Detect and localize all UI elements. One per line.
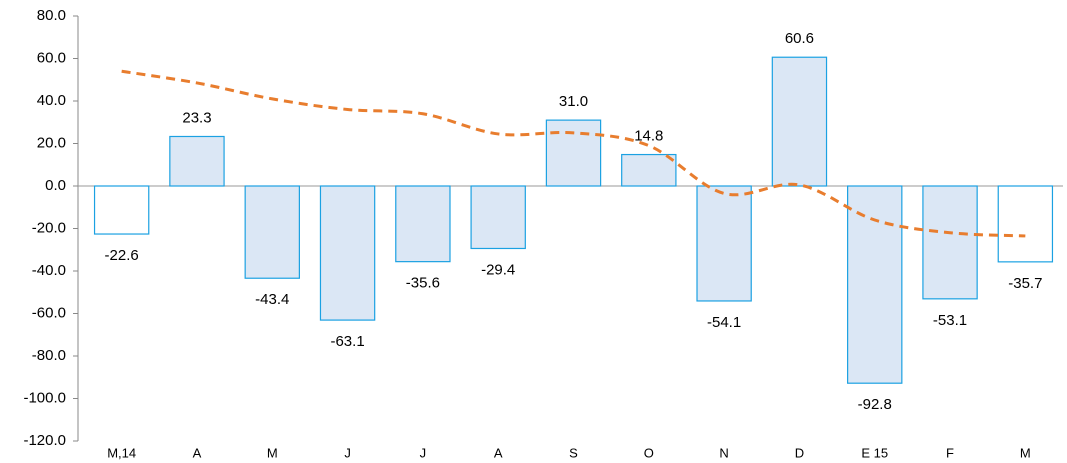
bar <box>545 119 602 187</box>
y-tick-label: 60.0 <box>37 49 66 66</box>
x-tick-label: N <box>719 445 728 460</box>
x-tick-label: M <box>1020 445 1031 460</box>
bar <box>244 185 300 279</box>
data-label: -35.7 <box>1008 275 1042 292</box>
bar <box>922 185 978 300</box>
bar <box>847 185 903 384</box>
trend-line <box>121 69 1026 238</box>
bar <box>771 56 828 187</box>
data-label: 23.3 <box>182 109 211 126</box>
y-tick-label: -100.0 <box>23 389 66 406</box>
bar <box>93 185 150 235</box>
x-tick-label: J <box>344 445 351 460</box>
bar <box>470 185 526 250</box>
x-tick-label: E 15 <box>861 445 888 460</box>
x-tick-label: A <box>193 445 202 460</box>
data-label: -63.1 <box>330 333 364 350</box>
y-tick-label: 80.0 <box>37 7 66 24</box>
data-label: 31.0 <box>559 93 588 110</box>
bar <box>621 153 677 187</box>
data-label: 14.8 <box>634 128 663 145</box>
bar <box>169 135 225 187</box>
y-tick-label: -20.0 <box>32 219 66 236</box>
x-tick-label: F <box>946 445 954 460</box>
bar <box>696 185 752 302</box>
y-tick-label: -40.0 <box>32 262 66 279</box>
y-tick-label: -120.0 <box>23 432 66 449</box>
data-label: -22.6 <box>105 247 139 264</box>
data-label: 60.6 <box>785 30 814 47</box>
x-tick-label: J <box>420 445 427 460</box>
y-tick-label: 40.0 <box>37 92 66 109</box>
bar <box>997 185 1054 263</box>
x-tick-label: A <box>494 445 503 460</box>
x-tick-label: O <box>644 445 654 460</box>
data-label: -92.8 <box>858 396 892 413</box>
x-tick-label: M <box>267 445 278 460</box>
x-tick-label: M,14 <box>107 445 136 460</box>
data-label: -54.1 <box>707 314 741 331</box>
y-tick-label: -80.0 <box>32 347 66 364</box>
y-tick-label: 20.0 <box>37 134 66 151</box>
y-tick-label: -60.0 <box>32 304 66 321</box>
data-label: -53.1 <box>933 312 967 329</box>
data-label: -29.4 <box>481 261 515 278</box>
y-tick-label: 0.0 <box>45 177 66 194</box>
data-label: -43.4 <box>255 291 289 308</box>
x-tick-label: D <box>795 445 804 460</box>
bar <box>319 185 376 321</box>
data-label: -35.6 <box>406 275 440 292</box>
bar <box>395 185 451 263</box>
x-tick-label: S <box>569 445 578 460</box>
